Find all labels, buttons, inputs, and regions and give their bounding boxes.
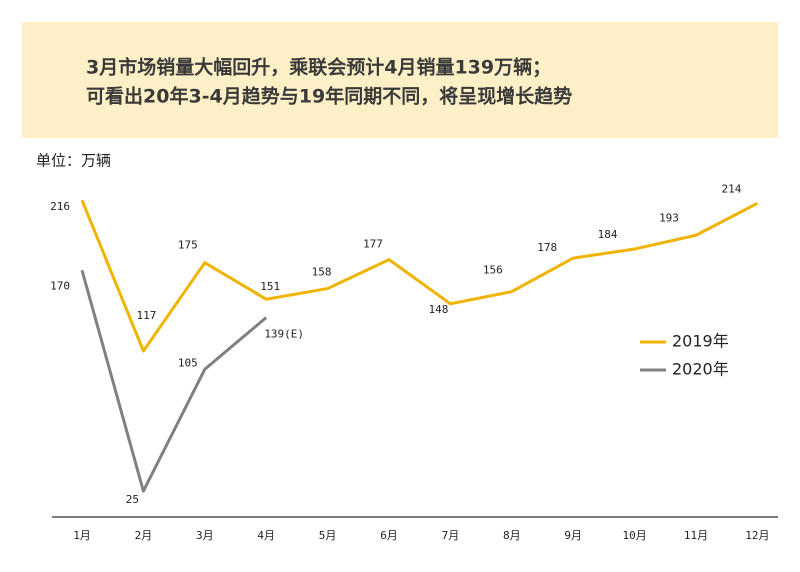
data-label: 117	[136, 309, 156, 322]
series-line	[80, 199, 759, 353]
data-label: 175	[178, 239, 198, 252]
data-label: 25	[126, 493, 139, 506]
data-label: 170	[50, 279, 70, 292]
x-tick-label: 12月	[745, 529, 769, 542]
data-label: 139(E)	[264, 327, 304, 340]
data-label: 216	[50, 200, 70, 213]
x-tick-label: 1月	[73, 529, 91, 542]
data-label: 158	[312, 266, 332, 279]
x-tick-label: 11月	[684, 529, 708, 542]
chart-title: 3月市场销量大幅回升，乘联会预计4月销量139万辆；	[86, 56, 551, 79]
chart-subtitle: 可看出20年3-4月趋势与19年同期不同，将呈现增长趋势	[86, 85, 572, 108]
data-label: 214	[721, 182, 741, 195]
legend-label: 2020年	[672, 360, 729, 379]
x-tick-label: 5月	[319, 529, 337, 542]
data-label: 184	[598, 228, 618, 241]
x-tick-label: 10月	[622, 529, 646, 542]
unit-label: 单位：万辆	[36, 152, 111, 170]
x-tick-label: 9月	[564, 529, 582, 542]
data-label: 148	[428, 303, 448, 316]
legend-label: 2019年	[672, 332, 729, 351]
series-line	[80, 269, 268, 493]
data-label: 105	[178, 356, 198, 369]
x-tick-label: 8月	[503, 529, 521, 542]
data-label: 151	[260, 280, 280, 293]
x-tick-label: 7月	[442, 529, 460, 542]
x-tick-label: 4月	[257, 529, 275, 542]
data-label: 178	[537, 241, 557, 254]
data-label: 193	[659, 211, 679, 224]
x-tick-label: 6月	[380, 529, 398, 542]
data-label: 156	[483, 264, 503, 277]
x-tick-label: 2月	[135, 529, 153, 542]
x-tick-label: 3月	[196, 529, 214, 542]
header-band	[22, 22, 778, 138]
data-label: 177	[363, 238, 383, 251]
